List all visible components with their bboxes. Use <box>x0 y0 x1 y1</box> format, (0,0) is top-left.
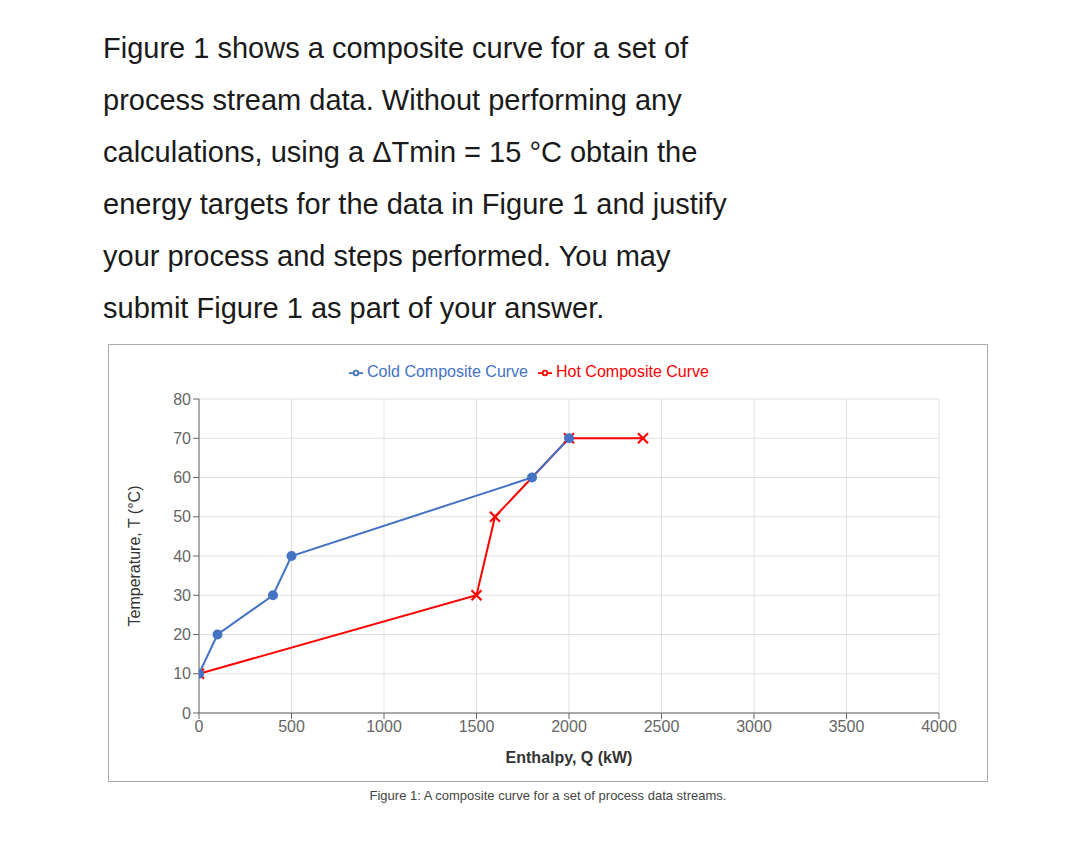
svg-text:30: 30 <box>173 587 191 604</box>
html-text:Figure 1: A composite curve fo: Figure 1: A composite curve for a set of… <box>369 788 727 803</box>
svg-text:10: 10 <box>173 665 191 682</box>
html-text:Hot Composite Curve: Hot Composite Curve <box>556 363 709 380</box>
svg-text:2000: 2000 <box>551 718 587 735</box>
svg-text:0: 0 <box>195 718 204 735</box>
svg-text:500: 500 <box>278 718 305 735</box>
svg-text:3000: 3000 <box>736 718 772 735</box>
svg-text:3500: 3500 <box>829 718 865 735</box>
svg-text:Enthalpy, Q (kW): Enthalpy, Q (kW) <box>506 749 633 766</box>
html-text:process stream data. Without p: process stream data. Without performing … <box>103 84 682 116</box>
svg-text:40: 40 <box>173 548 191 565</box>
html-text:calculations, using a ΔTmin =: calculations, using a ΔTmin = 15 °C obta… <box>103 136 698 168</box>
svg-text:70: 70 <box>173 430 191 447</box>
html-text:submit Figure 1 as part of you: submit Figure 1 as part of your answer. <box>103 292 605 324</box>
svg-text:0: 0 <box>182 705 191 722</box>
svg-text:Temperature, T (°C): Temperature, T (°C) <box>126 486 143 627</box>
svg-text:60: 60 <box>173 469 191 486</box>
svg-text:50: 50 <box>173 508 191 525</box>
svg-text:4000: 4000 <box>921 718 957 735</box>
html-text:Figure 1 shows a composite cur: Figure 1 shows a composite curve for a s… <box>103 32 689 64</box>
html-text:your process and steps perform: your process and steps performed. You ma… <box>103 240 671 272</box>
svg-text:1500: 1500 <box>459 718 495 735</box>
svg-text:1000: 1000 <box>366 718 402 735</box>
html-text:Cold Composite Curve: Cold Composite Curve <box>367 363 528 380</box>
svg-text:2500: 2500 <box>644 718 680 735</box>
svg-text:80: 80 <box>173 391 191 408</box>
html-text:energy targets for the data in: energy targets for the data in Figure 1 … <box>103 188 727 220</box>
svg-text:20: 20 <box>173 626 191 643</box>
